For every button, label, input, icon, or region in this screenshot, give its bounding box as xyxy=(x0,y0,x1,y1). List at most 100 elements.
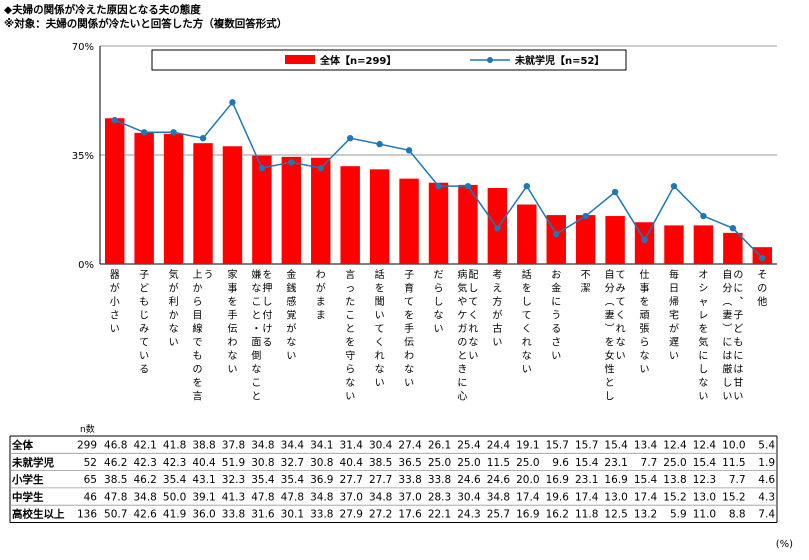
table-cell: 51.9 xyxy=(222,457,245,469)
category-label: 話を聞いてくれない xyxy=(375,268,385,389)
category-label: 上から目線でものを言う xyxy=(193,269,214,403)
table-cell: 15.4 xyxy=(575,457,599,469)
table-cell: 5.4 xyxy=(758,440,775,452)
bar xyxy=(340,166,360,264)
table-cell: 15.4 xyxy=(693,457,717,469)
line-point xyxy=(700,212,707,220)
table-cell: 33.8 xyxy=(398,474,421,486)
category-label: だらしない xyxy=(434,269,444,335)
table-cell: 23.1 xyxy=(604,457,627,469)
category-label: 言ったことを守らない xyxy=(345,268,355,403)
table-cell: 4.3 xyxy=(758,491,775,503)
line-point xyxy=(670,182,678,190)
line-point xyxy=(641,236,648,244)
y-tick-label: 35% xyxy=(72,151,94,162)
table-cell: 17.4 xyxy=(634,491,658,503)
table-n-value: 46 xyxy=(84,491,98,503)
table-cell: 42.3 xyxy=(133,457,156,469)
category-label: その他 xyxy=(757,269,767,308)
category-label: 病気やケガのときに心配してくれない xyxy=(457,268,478,403)
table-cell: 32.3 xyxy=(222,474,245,486)
table-cell: 30.4 xyxy=(457,491,481,503)
table-cell: 27.7 xyxy=(369,474,392,486)
table-cell: 25.0 xyxy=(428,457,451,469)
table-cell: 41.8 xyxy=(163,440,186,452)
table-cell: 33.8 xyxy=(310,509,333,521)
line-point xyxy=(435,182,442,190)
table-cell: 1.9 xyxy=(758,457,775,469)
table-cell: 24.3 xyxy=(457,509,480,521)
table-cell: 34.8 xyxy=(251,440,274,452)
bar xyxy=(105,118,125,264)
category-label: 自分︵妻︶を女性としてみてくれない xyxy=(605,268,626,403)
table-cell: 15.4 xyxy=(634,474,658,486)
line-point xyxy=(523,182,531,190)
bar xyxy=(163,133,184,264)
table-cell: 31.4 xyxy=(340,440,364,452)
bar xyxy=(311,157,331,264)
line-point xyxy=(376,140,383,148)
table-cell: 15.2 xyxy=(663,491,686,503)
table-cell: 34.8 xyxy=(133,491,156,503)
table-cell: 47.8 xyxy=(251,491,274,503)
bar xyxy=(369,169,390,264)
table-cell: 16.9 xyxy=(546,474,569,486)
table-cell: 5.9 xyxy=(670,509,687,521)
table-cell: 25.0 xyxy=(457,457,480,469)
table-cell: 27.7 xyxy=(340,474,363,486)
n-header: n数 xyxy=(80,423,95,435)
legend-box xyxy=(151,49,627,71)
table-cell: 7.7 xyxy=(641,457,658,469)
bar xyxy=(281,156,302,264)
bar xyxy=(458,184,478,264)
table-cell: 11.5 xyxy=(722,457,745,469)
chart-title: ◆夫婦の関係が冷えた原因となる夫の態度 xyxy=(4,4,201,16)
table-cell: 38.5 xyxy=(104,474,127,486)
table-row-label: 全体 xyxy=(11,439,33,452)
table-cell: 50.0 xyxy=(163,491,186,503)
table-cell: 38.8 xyxy=(192,440,215,452)
table-cell: 17.6 xyxy=(398,509,422,521)
category-label: 考え方が古い xyxy=(492,269,502,349)
table-cell: 16.9 xyxy=(516,509,539,521)
category-label: 子どもじみている xyxy=(139,269,149,376)
table-row-label: 未就学児 xyxy=(11,456,54,469)
table-cell: 50.7 xyxy=(104,509,127,521)
table-cell: 12.4 xyxy=(693,440,717,452)
table-cell: 30.8 xyxy=(310,457,333,469)
bar xyxy=(252,155,272,264)
line-point xyxy=(140,129,148,136)
bar xyxy=(517,204,537,264)
legend-bar-label: 全体【n=299】 xyxy=(319,54,396,67)
legend-line-label: 未就学児【n=52】 xyxy=(514,54,604,67)
line-point xyxy=(553,230,560,238)
bar xyxy=(693,225,714,264)
table-cell: 47.8 xyxy=(104,491,127,503)
table-cell: 9.6 xyxy=(552,457,569,469)
table-cell: 40.4 xyxy=(192,457,216,469)
table-cell: 25.7 xyxy=(487,509,510,521)
category-label: 器が小さい xyxy=(110,269,120,335)
bar xyxy=(664,225,684,264)
line-point xyxy=(729,224,737,232)
line-point xyxy=(494,224,501,232)
table-cell: 42.1 xyxy=(133,440,156,452)
table-cell: 28.3 xyxy=(428,491,451,503)
table-cell: 24.6 xyxy=(487,474,511,486)
line-point xyxy=(405,147,413,154)
table-cell: 8.8 xyxy=(729,509,746,521)
table-cell: 11.0 xyxy=(693,509,716,521)
table-cell: 13.0 xyxy=(693,491,716,503)
table-cell: 36.9 xyxy=(310,474,333,486)
table-cell: 37.8 xyxy=(222,440,245,452)
table-cell: 13.2 xyxy=(634,509,657,521)
table-cell: 46.8 xyxy=(104,440,127,452)
table-cell: 37.0 xyxy=(398,491,421,503)
table-cell: 25.0 xyxy=(663,457,686,469)
line-point xyxy=(170,129,177,136)
table-cell: 30.4 xyxy=(369,440,393,452)
table-cell: 27.4 xyxy=(398,440,422,452)
category-label: お金にうるさい xyxy=(551,269,561,362)
table-cell: 34.4 xyxy=(281,440,305,452)
